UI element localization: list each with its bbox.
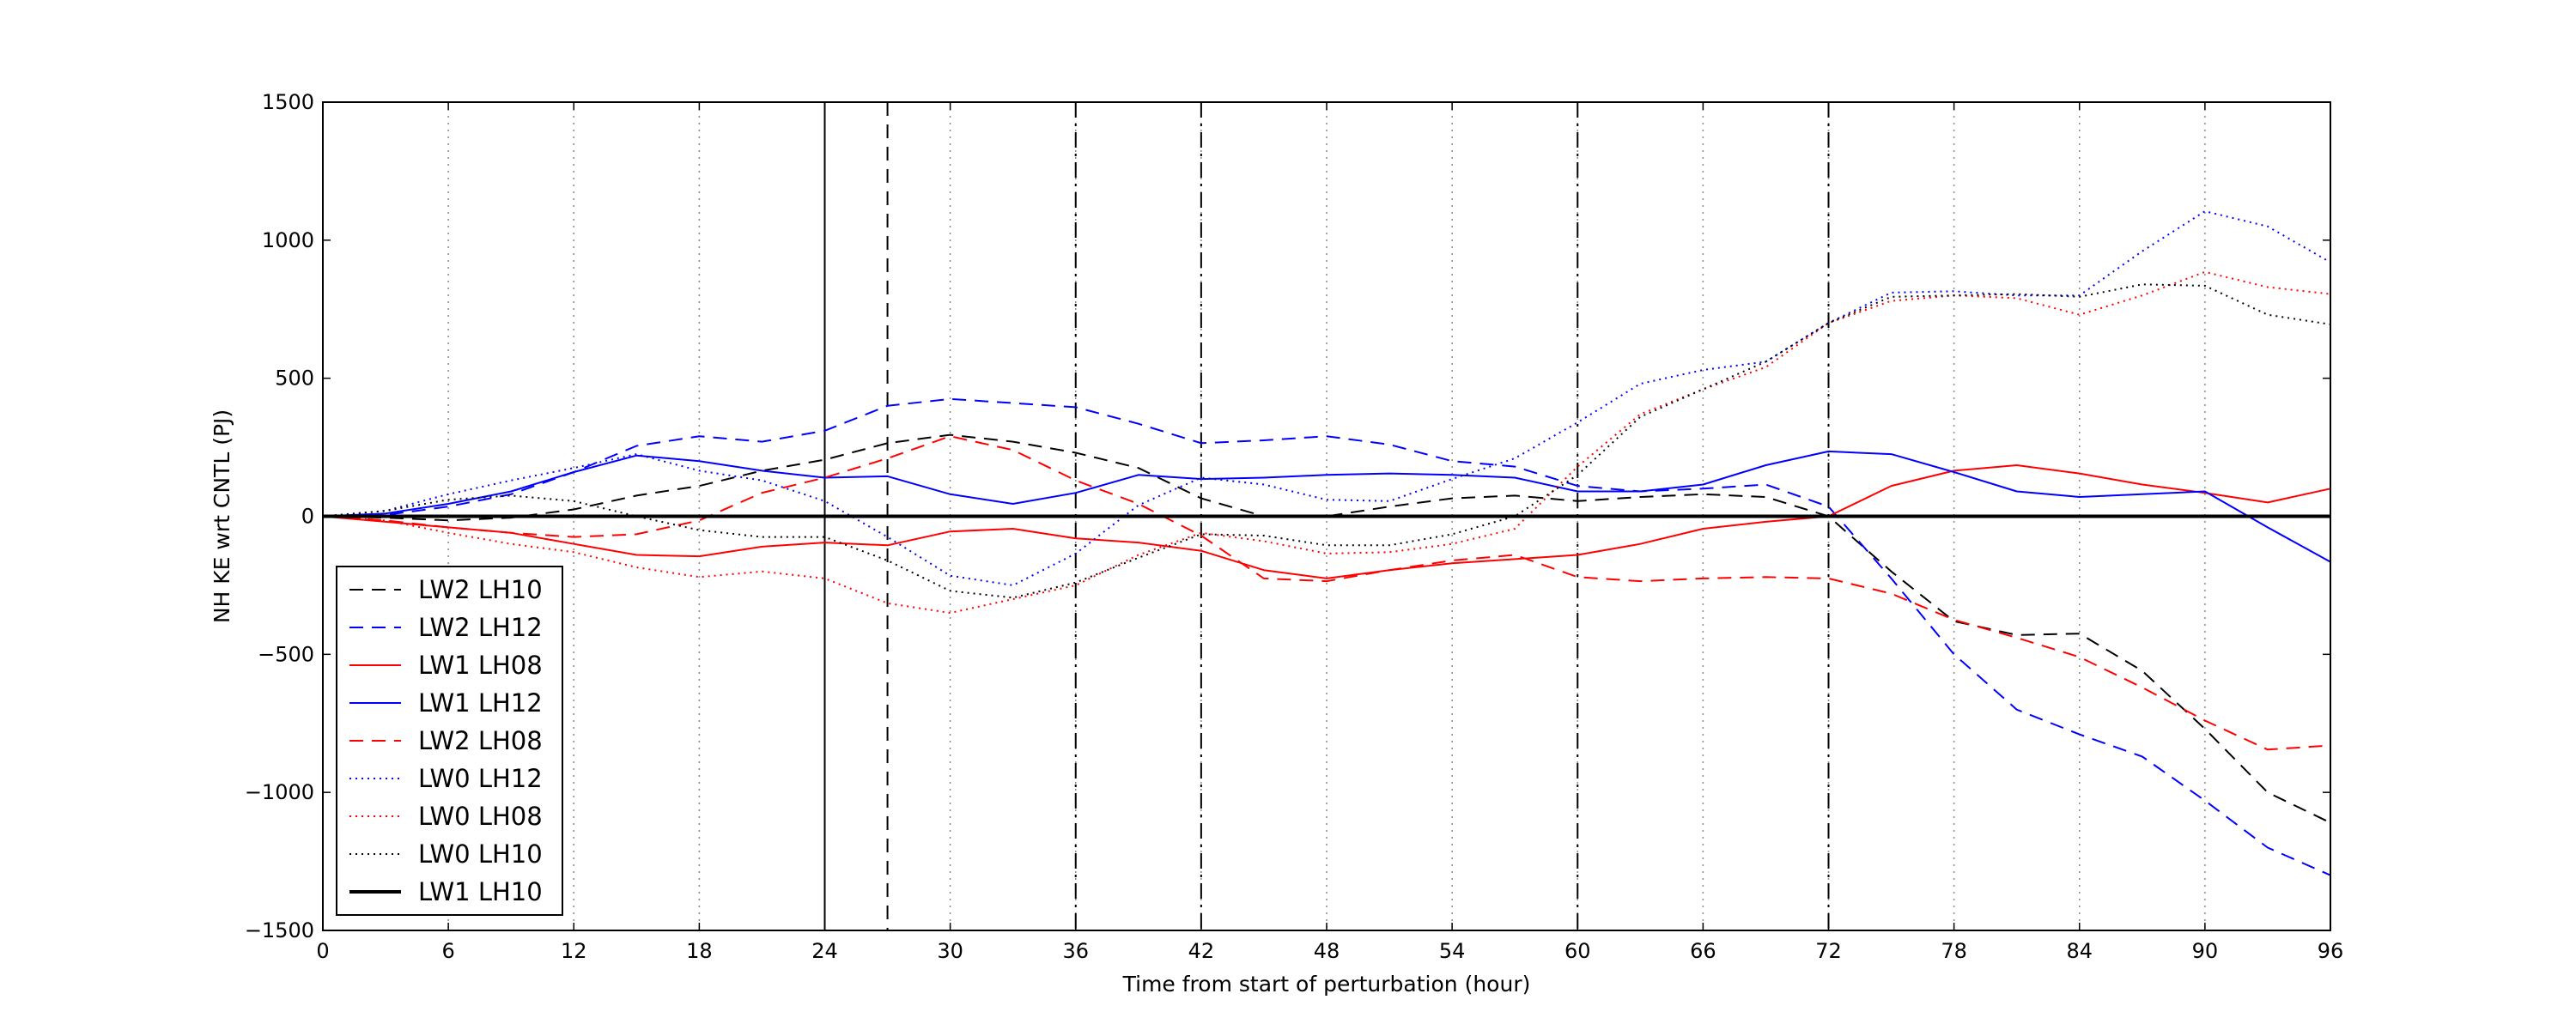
series-line-1	[322, 397, 2331, 876]
x-tick-label: 72	[1815, 939, 1842, 963]
y-tick-label: 1500	[262, 90, 314, 114]
x-tick-label: 66	[1690, 939, 1716, 963]
axis-ticks: 0 6 12 18 24 30 36 42 48 54 60 66 72 78 84 90 96 −1500 −10…	[245, 90, 2343, 963]
x-tick-label: 6	[441, 939, 454, 963]
x-tick-label: 24	[811, 939, 838, 963]
legend-label: LW2 LH08	[418, 726, 543, 755]
y-tick-label: −1000	[245, 780, 314, 804]
x-tick-label: 18	[686, 939, 713, 963]
x-tick-label: 0	[316, 939, 329, 963]
x-tick-label: 78	[1941, 939, 1967, 963]
series-line-0	[322, 433, 2331, 824]
x-tick-label: 42	[1188, 939, 1215, 963]
series-line-7	[322, 283, 2331, 599]
legend-label: LW0 LH12	[418, 764, 543, 793]
x-tick-label: 60	[1564, 939, 1591, 963]
legend-label: LW1 LH12	[418, 688, 543, 718]
x-tick-label: 12	[561, 939, 587, 963]
x-tick-label: 54	[1439, 939, 1466, 963]
x-tick-label: 48	[1314, 939, 1340, 963]
series-lines	[322, 210, 2331, 876]
y-tick-label: −1500	[245, 918, 314, 942]
x-tick-label: 30	[937, 939, 963, 963]
legend-box	[336, 566, 563, 916]
legend-label: LW1 LH08	[418, 651, 543, 680]
legend-label: LW2 LH10	[418, 575, 543, 604]
y-tick-label: 500	[275, 367, 314, 391]
series-line-3	[322, 450, 2331, 563]
y-axis-label: NH KE wrt CNTL (PJ)	[210, 409, 234, 623]
x-tick-label: 96	[2318, 939, 2344, 963]
y-tick-label: 1000	[262, 228, 314, 252]
legend-label: LW0 LH08	[418, 802, 543, 831]
y-tick-label: 0	[301, 505, 314, 529]
series-line-4	[322, 435, 2331, 751]
y-tick-label: −500	[258, 642, 314, 666]
x-tick-label: 36	[1062, 939, 1089, 963]
legend-label: LW0 LH10	[418, 839, 543, 869]
series-line-2	[322, 464, 2331, 579]
x-tick-label: 90	[2192, 939, 2219, 963]
x-tick-label: 84	[2066, 939, 2093, 963]
legend-label: LW1 LH10	[418, 877, 543, 906]
legend-label: LW2 LH12	[418, 613, 543, 642]
x-axis-label: Time from start of perturbation (hour)	[1122, 972, 1531, 997]
series-line-6	[322, 270, 2331, 615]
legend: LW2 LH10 LW2 LH12 LW1 LH08 LW1 LH12 LW2 LH08…	[336, 566, 563, 916]
